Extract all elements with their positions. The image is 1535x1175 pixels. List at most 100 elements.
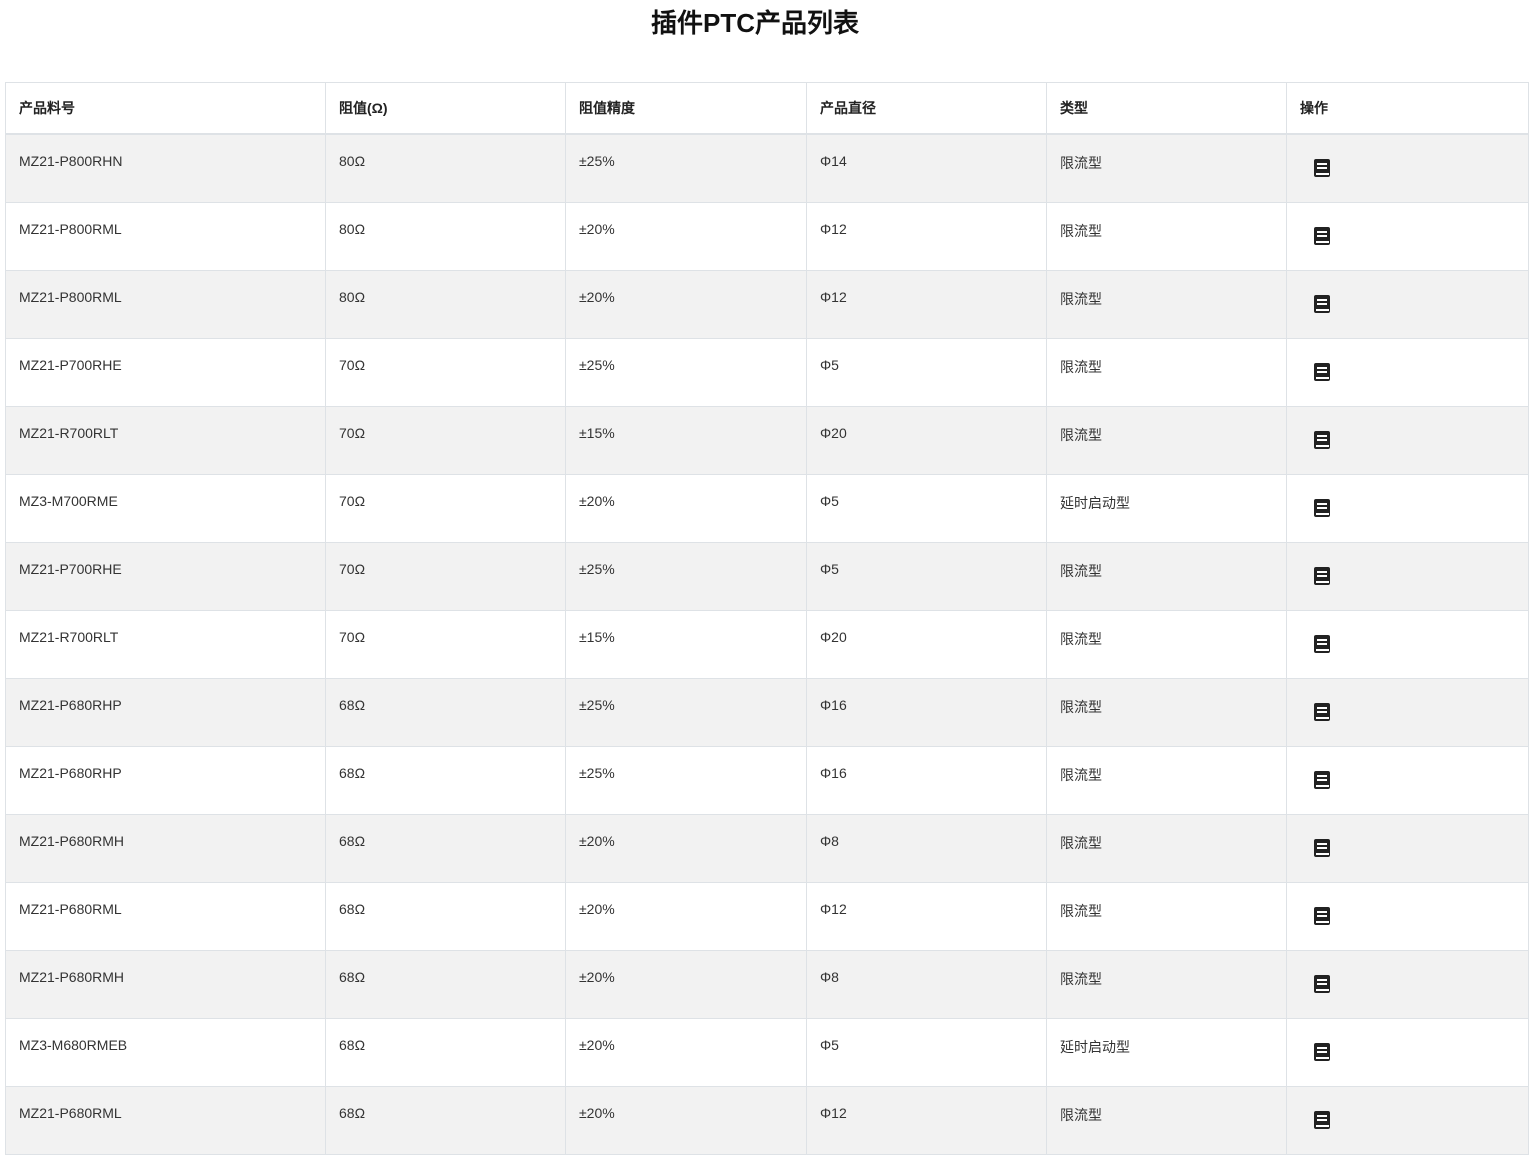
book-icon[interactable] <box>1314 634 1330 653</box>
cell-part-number: MZ21-P680RML <box>5 881 326 951</box>
cell-part-number: MZ21-P700RHE <box>5 541 326 611</box>
cell-action <box>1286 745 1529 815</box>
cell-resistance: 70Ω <box>325 405 566 475</box>
book-icon[interactable] <box>1314 430 1330 449</box>
cell-diameter: Φ5 <box>806 473 1047 543</box>
header-diameter: 产品直径 <box>806 82 1047 135</box>
cell-part-number: MZ21-P680RMH <box>5 813 326 883</box>
cell-action <box>1286 269 1529 339</box>
cell-resistance: 80Ω <box>325 133 566 203</box>
cell-resistance: 68Ω <box>325 881 566 951</box>
cell-type: 限流型 <box>1046 133 1287 203</box>
book-icon[interactable] <box>1314 838 1330 857</box>
header-type: 类型 <box>1046 82 1287 135</box>
table-row: MZ21-P680RML 68Ω ±20% Φ12 限流型 <box>5 881 1529 951</box>
table-row: MZ21-P680RML 68Ω ±20% Φ12 限流型 <box>5 1085 1529 1155</box>
cell-tolerance: ±20% <box>565 813 807 883</box>
cell-tolerance: ±20% <box>565 269 807 339</box>
cell-type: 限流型 <box>1046 677 1287 747</box>
book-icon[interactable] <box>1314 294 1330 313</box>
cell-part-number: MZ21-P700RHE <box>5 337 326 407</box>
header-action: 操作 <box>1286 82 1529 135</box>
cell-diameter: Φ20 <box>806 609 1047 679</box>
table-row: MZ21-P680RMH 68Ω ±20% Φ8 限流型 <box>5 949 1529 1019</box>
cell-tolerance: ±25% <box>565 541 807 611</box>
table-row: MZ21-R700RLT 70Ω ±15% Φ20 限流型 <box>5 609 1529 679</box>
header-tolerance: 阻值精度 <box>565 82 807 135</box>
cell-diameter: Φ8 <box>806 949 1047 1019</box>
cell-tolerance: ±20% <box>565 473 807 543</box>
header-resistance: 阻值(Ω) <box>325 82 566 135</box>
cell-action <box>1286 881 1529 951</box>
cell-diameter: Φ12 <box>806 1085 1047 1155</box>
cell-part-number: MZ21-R700RLT <box>5 405 326 475</box>
cell-action <box>1286 1085 1529 1155</box>
book-icon[interactable] <box>1314 974 1330 993</box>
cell-tolerance: ±20% <box>565 949 807 1019</box>
table-row: MZ3-M700RME 70Ω ±20% Φ5 延时启动型 <box>5 473 1529 543</box>
cell-type: 限流型 <box>1046 745 1287 815</box>
cell-action <box>1286 541 1529 611</box>
cell-tolerance: ±25% <box>565 677 807 747</box>
cell-tolerance: ±15% <box>565 609 807 679</box>
cell-type: 限流型 <box>1046 337 1287 407</box>
cell-part-number: MZ21-P800RHN <box>5 133 326 203</box>
cell-part-number: MZ21-P680RHP <box>5 745 326 815</box>
cell-resistance: 68Ω <box>325 745 566 815</box>
cell-type: 限流型 <box>1046 813 1287 883</box>
cell-diameter: Φ8 <box>806 813 1047 883</box>
cell-tolerance: ±20% <box>565 881 807 951</box>
cell-type: 限流型 <box>1046 881 1287 951</box>
cell-diameter: Φ5 <box>806 337 1047 407</box>
book-icon[interactable] <box>1314 498 1330 517</box>
cell-resistance: 68Ω <box>325 677 566 747</box>
cell-resistance: 68Ω <box>325 949 566 1019</box>
book-icon[interactable] <box>1314 362 1330 381</box>
table-row: MZ21-P700RHE 70Ω ±25% Φ5 限流型 <box>5 337 1529 407</box>
cell-diameter: Φ5 <box>806 1017 1047 1087</box>
header-part-number: 产品料号 <box>5 82 326 135</box>
table-header-row: 产品料号 阻值(Ω) 阻值精度 产品直径 类型 操作 <box>5 82 1529 135</box>
cell-resistance: 70Ω <box>325 541 566 611</box>
cell-action <box>1286 813 1529 883</box>
cell-diameter: Φ20 <box>806 405 1047 475</box>
cell-diameter: Φ16 <box>806 745 1047 815</box>
cell-tolerance: ±20% <box>565 1017 807 1087</box>
cell-action <box>1286 949 1529 1019</box>
cell-resistance: 70Ω <box>325 337 566 407</box>
product-table: 产品料号 阻值(Ω) 阻值精度 产品直径 类型 操作 MZ21-P800RHN 8… <box>5 82 1529 1155</box>
table-row: MZ21-P800RML 80Ω ±20% Φ12 限流型 <box>5 269 1529 339</box>
cell-part-number: MZ21-P800RML <box>5 201 326 271</box>
cell-resistance: 68Ω <box>325 1017 566 1087</box>
book-icon[interactable] <box>1314 906 1330 925</box>
cell-type: 限流型 <box>1046 269 1287 339</box>
page-title: 插件PTC产品列表 <box>650 8 859 38</box>
book-icon[interactable] <box>1314 566 1330 585</box>
cell-diameter: Φ14 <box>806 133 1047 203</box>
cell-resistance: 70Ω <box>325 609 566 679</box>
cell-part-number: MZ21-P680RML <box>5 1085 326 1155</box>
cell-tolerance: ±25% <box>565 337 807 407</box>
cell-action <box>1286 133 1529 203</box>
cell-action <box>1286 609 1529 679</box>
cell-part-number: MZ21-P680RHP <box>5 677 326 747</box>
cell-type: 延时启动型 <box>1046 473 1287 543</box>
cell-resistance: 68Ω <box>325 1085 566 1155</box>
book-icon[interactable] <box>1314 770 1330 789</box>
cell-tolerance: ±25% <box>565 745 807 815</box>
cell-action <box>1286 1017 1529 1087</box>
table-row: MZ21-P680RHP 68Ω ±25% Φ16 限流型 <box>5 745 1529 815</box>
book-icon[interactable] <box>1314 1042 1330 1061</box>
table-row: MZ21-R700RLT 70Ω ±15% Φ20 限流型 <box>5 405 1529 475</box>
book-icon[interactable] <box>1314 159 1330 177</box>
cell-type: 限流型 <box>1046 541 1287 611</box>
book-icon[interactable] <box>1314 226 1330 245</box>
book-icon[interactable] <box>1314 1110 1330 1129</box>
table-row: MZ21-P700RHE 70Ω ±25% Φ5 限流型 <box>5 541 1529 611</box>
cell-type: 延时启动型 <box>1046 1017 1287 1087</box>
cell-diameter: Φ12 <box>806 201 1047 271</box>
cell-part-number: MZ21-R700RLT <box>5 609 326 679</box>
book-icon[interactable] <box>1314 702 1330 721</box>
cell-type: 限流型 <box>1046 949 1287 1019</box>
cell-part-number: MZ3-M700RME <box>5 473 326 543</box>
